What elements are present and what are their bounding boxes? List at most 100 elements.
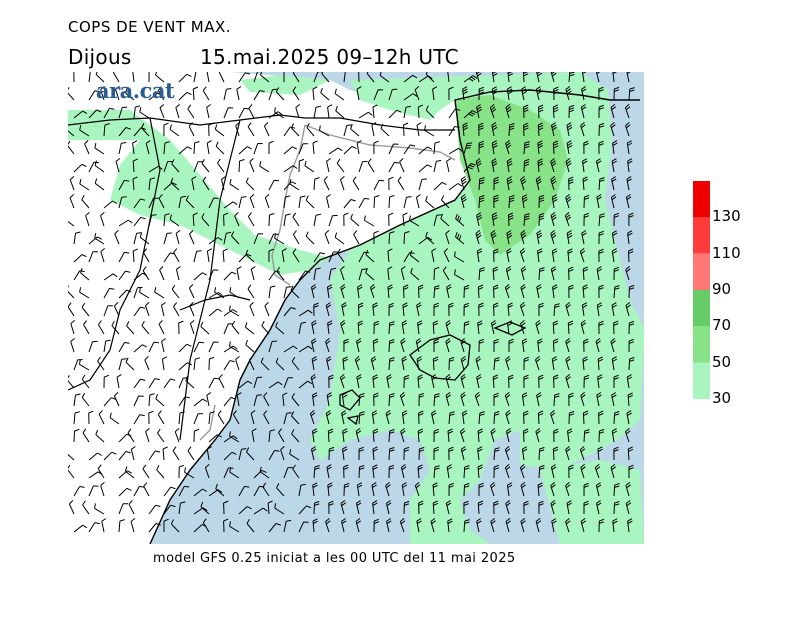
wind-barb — [328, 500, 334, 515]
wind-barb — [249, 302, 255, 317]
wind-barb — [538, 267, 545, 281]
wind-barb — [253, 507, 268, 515]
wind-barb — [403, 284, 409, 299]
wind-barb — [493, 176, 499, 190]
wind-barb — [583, 500, 589, 514]
wind-barb — [305, 195, 315, 209]
wind-barb — [95, 429, 105, 443]
wind-barb — [372, 338, 379, 353]
wind-barb — [478, 338, 485, 353]
wind-barb — [580, 518, 587, 533]
wind-barb — [247, 284, 255, 299]
mallorca-island — [409, 334, 471, 381]
wind-barb — [268, 340, 278, 353]
wind-barb — [388, 231, 395, 245]
wind-barb — [418, 178, 427, 191]
wind-barb — [598, 86, 604, 101]
border-aragon — [179, 119, 241, 441]
wind-barb — [610, 464, 616, 479]
wind-barb — [178, 320, 184, 335]
wind-barb — [263, 410, 270, 425]
wind-barb — [628, 248, 634, 263]
wind-barb — [280, 446, 285, 461]
wind-barb — [206, 446, 212, 461]
wind-barb — [551, 122, 557, 137]
wind-barb — [568, 72, 575, 83]
wind-barb — [169, 214, 180, 227]
wind-barb — [369, 284, 376, 299]
wind-barb — [409, 250, 420, 263]
wind-barb — [172, 446, 180, 461]
wind-barb — [310, 446, 317, 461]
wind-barb — [100, 248, 106, 263]
wind-barb — [355, 428, 362, 443]
wind-barb — [367, 158, 375, 173]
wind-barb — [579, 446, 586, 461]
wind-barb — [312, 428, 318, 443]
wind-barb — [73, 411, 80, 425]
wind-barb — [460, 392, 466, 407]
wind-barb — [73, 163, 87, 173]
wind-barb — [596, 194, 602, 209]
wind-barb — [68, 500, 75, 515]
wind-barb — [523, 122, 529, 137]
wind-barb — [504, 446, 511, 461]
wind-barb — [148, 523, 161, 533]
wind-barb — [298, 270, 311, 281]
wind-barb — [253, 394, 262, 407]
wind-barb — [79, 178, 90, 191]
wind-barb — [598, 140, 604, 155]
wind-barb — [283, 126, 296, 137]
wind-barb — [327, 482, 333, 497]
wind-barb — [448, 356, 455, 371]
wind-barb — [68, 464, 75, 479]
wind-barb — [538, 465, 545, 479]
wind-barb — [159, 104, 165, 119]
wind-barb — [537, 158, 544, 173]
wind-barb — [358, 465, 365, 479]
wind-barb — [313, 72, 323, 83]
wind-barb — [430, 518, 436, 533]
coastline — [149, 89, 640, 544]
wind-barb — [148, 214, 157, 227]
wind-barb — [133, 414, 145, 425]
wind-barb — [263, 122, 270, 137]
wind-barb — [433, 160, 442, 173]
wind-barb — [268, 233, 279, 245]
wind-barb — [582, 356, 588, 371]
wind-barb — [201, 158, 210, 173]
wind-barb — [223, 435, 238, 443]
wind-barb — [583, 482, 589, 497]
wind-barb — [463, 163, 476, 173]
wind-barb — [399, 158, 405, 173]
wind-barb — [379, 72, 390, 83]
wind-barb — [328, 251, 339, 263]
wind-barb — [127, 428, 135, 443]
wind-barb — [163, 161, 173, 173]
wind-barb — [116, 374, 122, 389]
wind-barb — [148, 504, 161, 515]
wind-barb — [178, 464, 185, 479]
wind-barb — [446, 464, 453, 479]
wind-barb — [311, 338, 317, 353]
wind-barb — [432, 482, 438, 497]
wind-barb — [246, 447, 255, 461]
wind-barb — [114, 230, 120, 245]
wind-barb — [424, 125, 435, 137]
wind-barb — [433, 338, 439, 352]
wind-barb — [493, 248, 499, 263]
wind-barb — [507, 320, 513, 335]
wind-barb — [163, 182, 177, 191]
wind-barb — [290, 285, 300, 299]
wind-barb — [400, 338, 406, 353]
wind-barb — [327, 428, 334, 443]
wind-barb — [445, 374, 451, 389]
wind-barb — [553, 374, 559, 389]
wind-barb — [229, 305, 240, 317]
wind-barb — [400, 464, 407, 479]
wind-barb — [432, 86, 438, 101]
wind-barb — [103, 305, 113, 317]
legend-label-130: 130 — [712, 207, 741, 226]
wind-barb — [447, 72, 450, 83]
wind-barb — [478, 140, 484, 155]
